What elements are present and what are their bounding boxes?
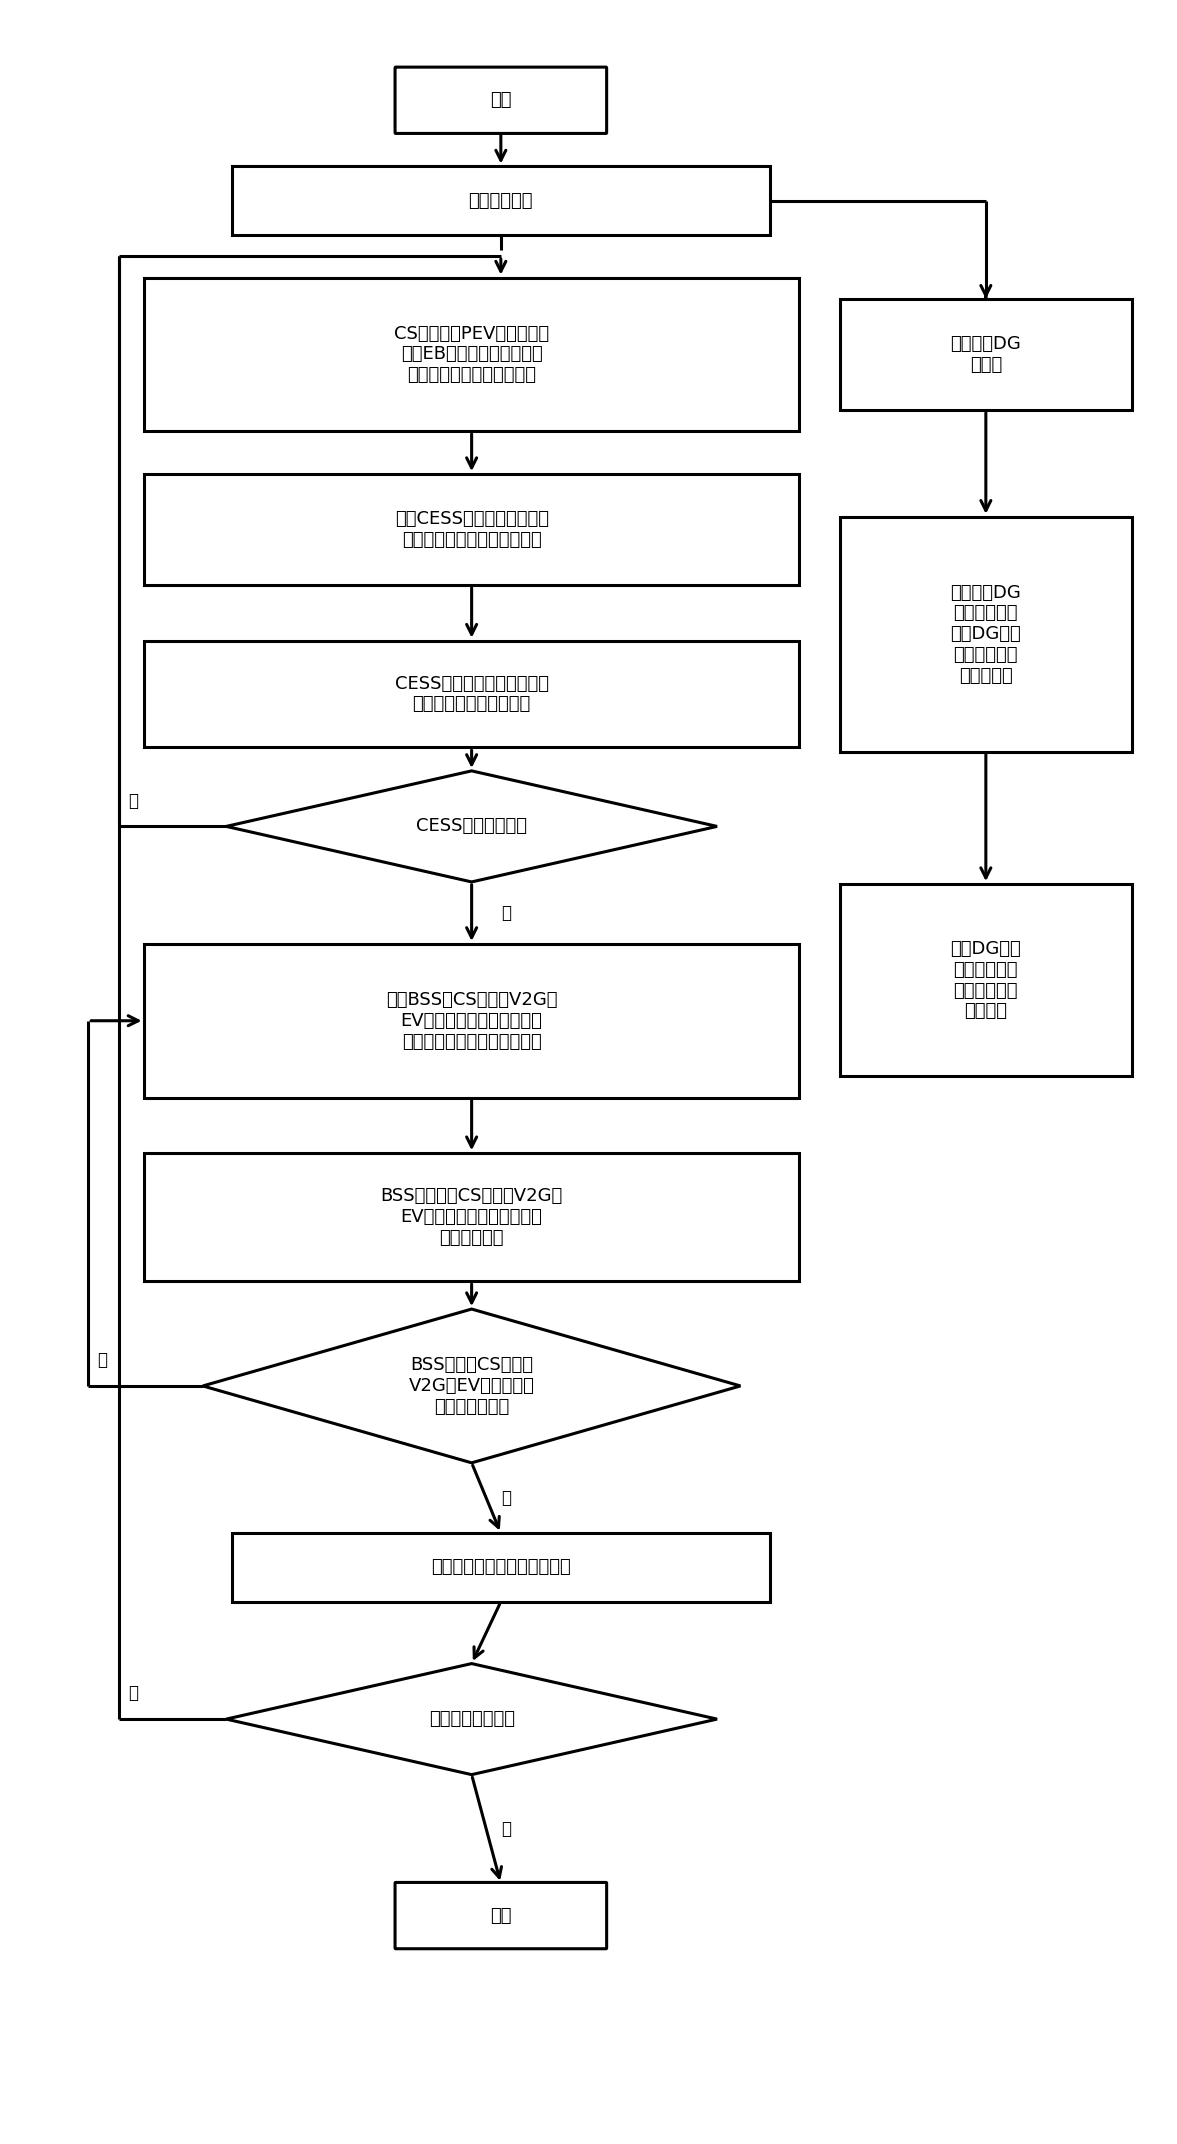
Text: 是: 是 bbox=[501, 905, 511, 922]
Bar bbox=[145, 474, 799, 585]
Text: CS中的所有PEV停止充电服
务，EB停止换电服务，一体
站对电网进行紧急负荷支撑: CS中的所有PEV停止充电服 务，EB停止换电服务，一体 站对电网进行紧急负荷支… bbox=[394, 324, 550, 384]
Bar bbox=[145, 641, 799, 748]
Text: 预测每个DG
的出力: 预测每个DG 的出力 bbox=[951, 334, 1022, 373]
Text: 根据CESS中的电量对一体站
和部分电网节点进行孤岛划分: 根据CESS中的电量对一体站 和部分电网节点进行孤岛划分 bbox=[394, 510, 548, 549]
Text: 一体站停止对电网的紧急支撑: 一体站停止对电网的紧急支撑 bbox=[431, 1559, 571, 1576]
Text: 每个DG对自
身所在孤岛的
重要负荷进行
负荷支撑: 每个DG对自 身所在孤岛的 重要负荷进行 负荷支撑 bbox=[951, 939, 1022, 1021]
Text: BSS中储能和CS中参与V2G的
EV对电网放电，对重要负荷
进行负荷支撑: BSS中储能和CS中参与V2G的 EV对电网放电，对重要负荷 进行负荷支撑 bbox=[380, 1188, 563, 1248]
Bar bbox=[839, 298, 1132, 410]
Text: 根据每个DG
的预测出力对
每个DG和部
分电网节点进
行孤岛划分: 根据每个DG 的预测出力对 每个DG和部 分电网节点进 行孤岛划分 bbox=[951, 583, 1022, 684]
Text: 是: 是 bbox=[501, 1490, 511, 1507]
Bar bbox=[145, 943, 799, 1098]
Bar bbox=[839, 883, 1132, 1076]
Polygon shape bbox=[202, 1310, 740, 1462]
Text: 电网发生故障: 电网发生故障 bbox=[468, 191, 533, 210]
Text: 否: 否 bbox=[128, 1685, 138, 1702]
Text: BSS电量和CS中参与
V2G的EV的电量的总
和达到电量下限: BSS电量和CS中参与 V2G的EV的电量的总 和达到电量下限 bbox=[408, 1357, 534, 1415]
Text: CESS所有储能对电网放电，
对重要负荷进行负荷支撑: CESS所有储能对电网放电， 对重要负荷进行负荷支撑 bbox=[394, 675, 548, 714]
Bar bbox=[839, 517, 1132, 753]
Text: 结束: 结束 bbox=[490, 1906, 512, 1925]
Bar bbox=[145, 1153, 799, 1282]
Text: CESS电量达到下限: CESS电量达到下限 bbox=[417, 817, 527, 836]
FancyBboxPatch shape bbox=[395, 66, 606, 133]
Polygon shape bbox=[226, 772, 717, 881]
Bar bbox=[145, 277, 799, 431]
Text: 是: 是 bbox=[501, 1820, 511, 1837]
Text: 电网故障恢复完毕: 电网故障恢复完毕 bbox=[428, 1711, 514, 1728]
Text: 否: 否 bbox=[98, 1351, 107, 1370]
Text: 否: 否 bbox=[128, 791, 138, 810]
FancyBboxPatch shape bbox=[395, 1882, 606, 1949]
Bar bbox=[232, 167, 770, 236]
Text: 开始: 开始 bbox=[490, 92, 512, 109]
Text: 根据BSS和CS中参与V2G的
EV的两者的总电量对一体站
和部分电网节点进行孤岛划分: 根据BSS和CS中参与V2G的 EV的两者的总电量对一体站 和部分电网节点进行孤… bbox=[386, 991, 558, 1051]
Bar bbox=[232, 1533, 770, 1602]
Polygon shape bbox=[226, 1664, 717, 1775]
